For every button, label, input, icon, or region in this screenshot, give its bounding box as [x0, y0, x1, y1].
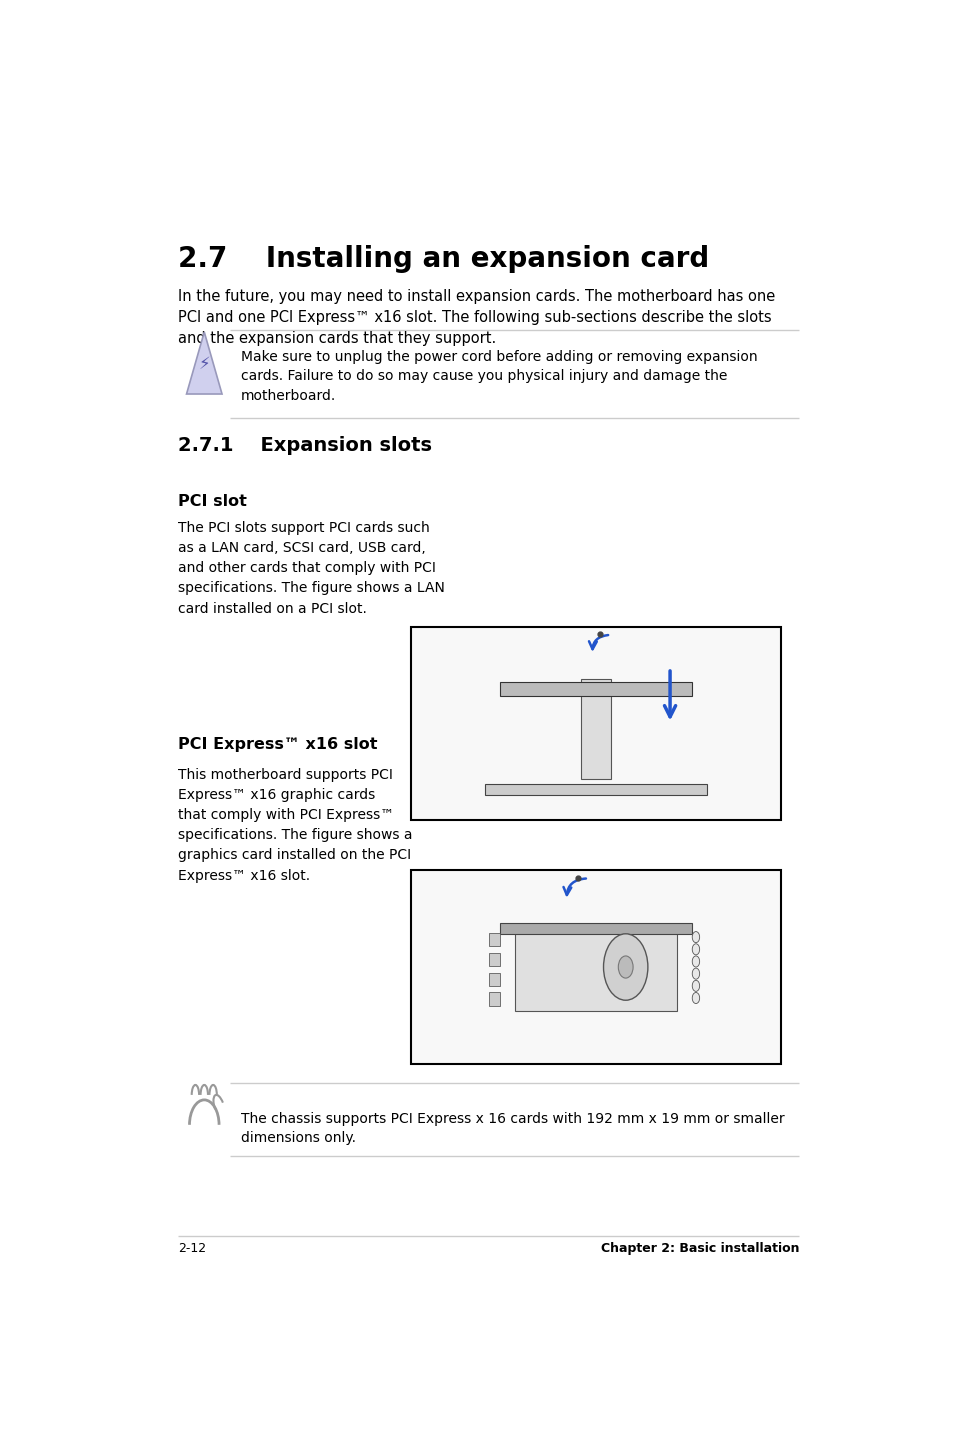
Bar — [499, 923, 692, 933]
Text: 2.7.1    Expansion slots: 2.7.1 Expansion slots — [178, 436, 432, 454]
Text: Make sure to unplug the power cord before adding or removing expansion
cards. Fa: Make sure to unplug the power cord befor… — [241, 349, 757, 403]
Circle shape — [618, 956, 633, 978]
Circle shape — [692, 932, 699, 943]
Circle shape — [692, 981, 699, 991]
Circle shape — [692, 943, 699, 955]
Text: Chapter 2: Basic installation: Chapter 2: Basic installation — [600, 1242, 799, 1255]
Text: In the future, you may need to install expansion cards. The motherboard has one
: In the future, you may need to install e… — [178, 289, 775, 345]
Circle shape — [692, 992, 699, 1004]
Bar — [488, 933, 499, 946]
Polygon shape — [187, 332, 222, 394]
Bar — [488, 992, 499, 1005]
Bar — [488, 972, 499, 986]
Bar — [485, 784, 706, 795]
Text: 2.7    Installing an expansion card: 2.7 Installing an expansion card — [178, 244, 709, 273]
Bar — [488, 952, 499, 966]
Text: PCI slot: PCI slot — [178, 493, 247, 509]
Bar — [411, 870, 781, 1064]
Text: The chassis supports PCI Express x 16 cards with 192 mm x 19 mm or smaller
dimen: The chassis supports PCI Express x 16 ca… — [241, 1112, 784, 1145]
Text: PCI Express™ x16 slot: PCI Express™ x16 slot — [178, 738, 377, 752]
Text: ⚡: ⚡ — [198, 355, 210, 372]
Text: 2-12: 2-12 — [178, 1242, 206, 1255]
Circle shape — [603, 933, 647, 1001]
Bar — [499, 683, 692, 696]
Bar — [580, 679, 610, 779]
Bar — [411, 627, 781, 820]
Circle shape — [692, 968, 699, 979]
Bar — [515, 929, 677, 1011]
Circle shape — [692, 956, 699, 966]
Text: This motherboard supports PCI
Express™ x16 graphic cards
that comply with PCI Ex: This motherboard supports PCI Express™ x… — [178, 768, 413, 883]
Text: The PCI slots support PCI cards such
as a LAN card, SCSI card, USB card,
and oth: The PCI slots support PCI cards such as … — [178, 522, 445, 615]
